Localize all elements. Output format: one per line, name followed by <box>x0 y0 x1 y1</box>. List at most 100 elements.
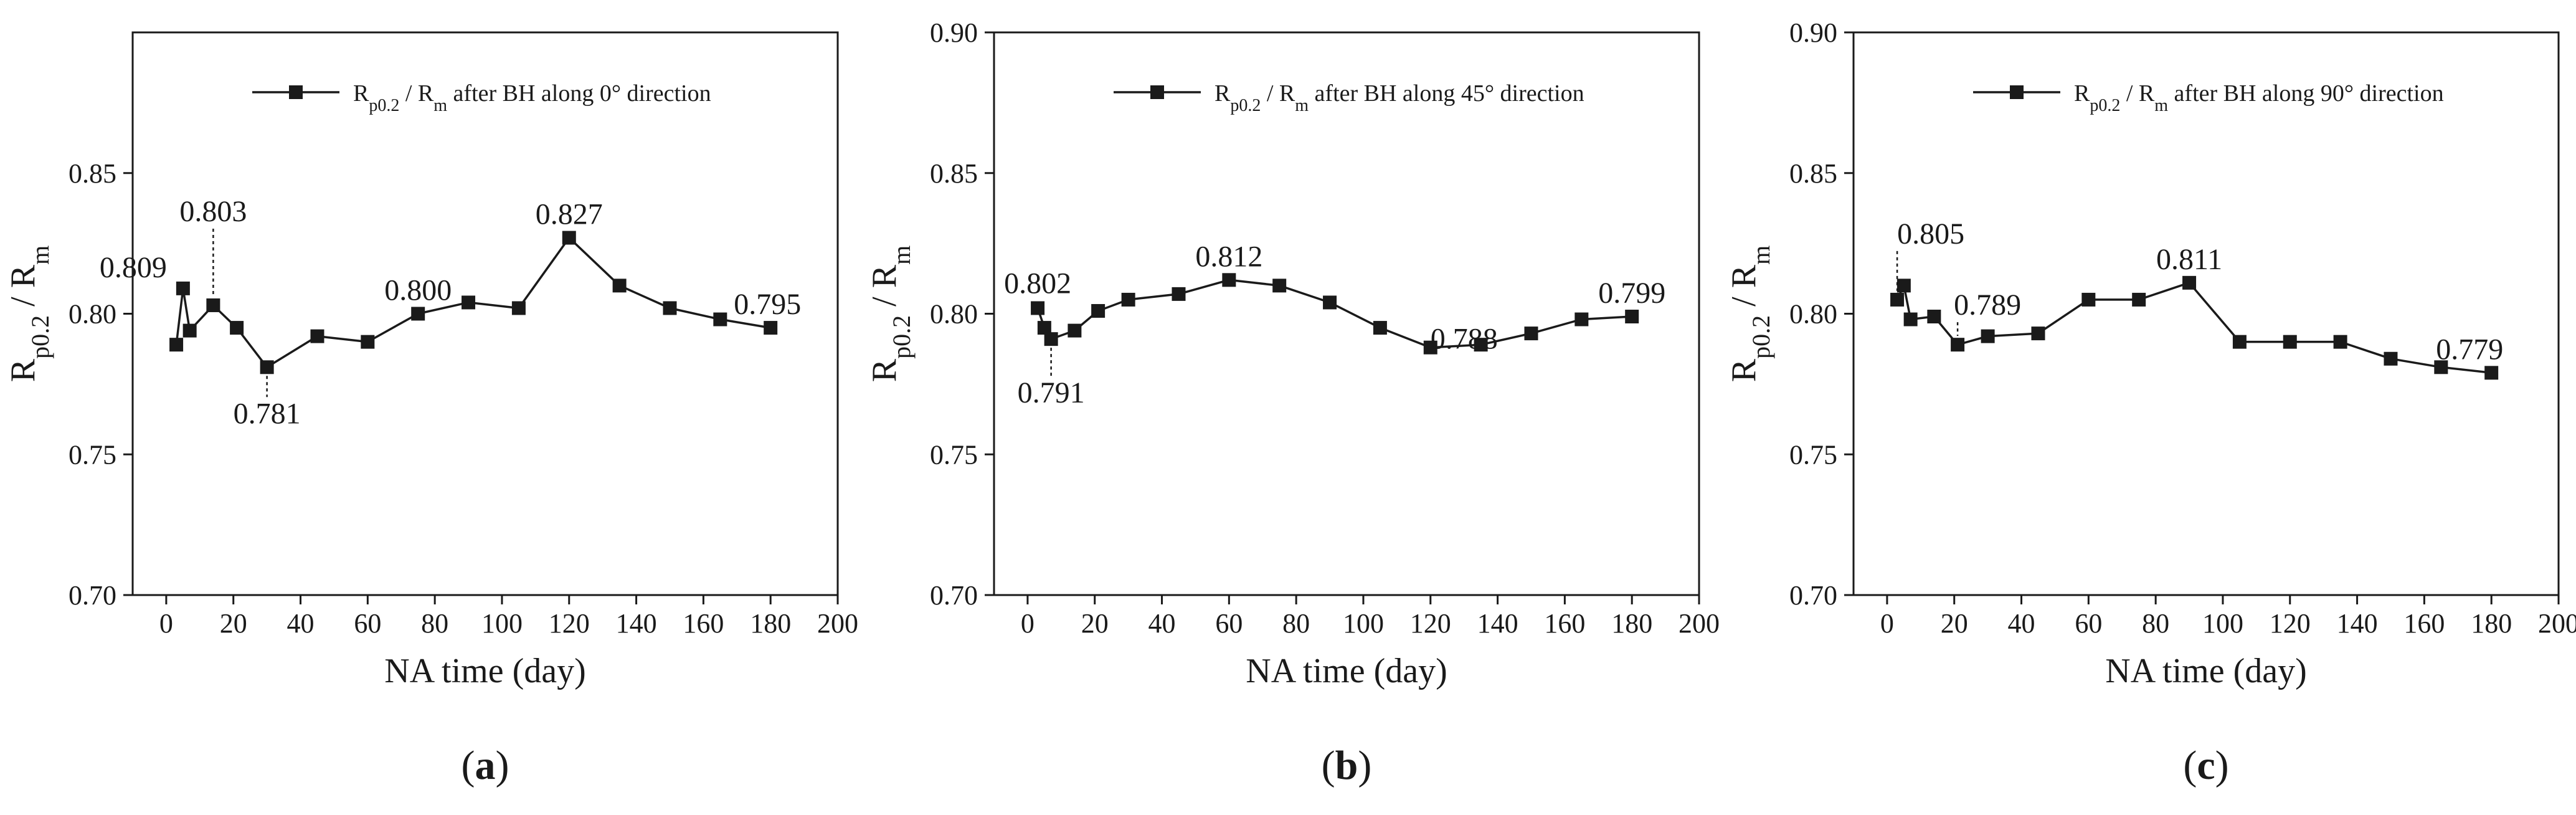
data-point <box>2434 360 2448 374</box>
y-title-sub: p0.2 <box>26 315 54 359</box>
data-point <box>1896 279 1911 293</box>
data-point <box>310 329 324 343</box>
data-point <box>562 231 576 245</box>
data-label: 0.791 <box>1018 376 1085 409</box>
x-tick-label: 20 <box>1941 608 1968 639</box>
y-axis-title: Rp0.2 / Rm <box>865 245 916 382</box>
x-tick-label: 180 <box>750 608 791 639</box>
x-tick-label: 0 <box>159 608 173 639</box>
data-label: 0.781 <box>234 397 301 430</box>
panel-paren-open: ( <box>462 743 475 788</box>
data-point <box>1574 312 1589 326</box>
y-title-slash-r: / R <box>865 264 904 315</box>
x-tick-label: 60 <box>354 608 381 639</box>
data-point <box>206 298 220 312</box>
panel-letter: b <box>1335 743 1358 788</box>
data-point <box>1625 310 1639 324</box>
data-point <box>1951 338 1965 352</box>
legend-sub: m <box>1295 96 1309 115</box>
x-tick-label: 140 <box>616 608 657 639</box>
data-point <box>1423 340 1437 355</box>
data-label: 0.789 <box>1954 288 2021 322</box>
y-title-slash-r: / R <box>1725 264 1763 315</box>
y-axis-title: Rp0.2 / Rm <box>4 245 54 382</box>
x-tick-label: 100 <box>481 608 523 639</box>
x-axis-title: NA time (day) <box>2105 652 2306 690</box>
y-tick-label: 0.75 <box>930 439 978 470</box>
y-tick-label: 0.75 <box>69 439 116 470</box>
x-tick-label: 60 <box>1215 608 1243 639</box>
panel-label: (c) <box>2183 743 2228 788</box>
panel-letter: a <box>475 743 496 788</box>
data-point <box>1524 326 1538 341</box>
y-title-sub: p0.2 <box>888 315 916 359</box>
x-tick-label: 120 <box>2270 608 2311 639</box>
x-tick-label: 80 <box>2142 608 2169 639</box>
data-point <box>1927 310 1941 324</box>
legend-r: R <box>2074 80 2090 107</box>
panel-label: (a) <box>462 743 509 788</box>
data-point <box>1031 301 1045 315</box>
data-point <box>411 307 425 321</box>
y-tick-label: 0.85 <box>69 158 116 189</box>
x-axis-title: NA time (day) <box>1246 652 1447 690</box>
x-tick-label: 20 <box>220 608 247 639</box>
y-title-sub: p0.2 <box>1747 315 1775 359</box>
x-tick-label: 80 <box>421 608 448 639</box>
x-tick-label: 140 <box>2337 608 2378 639</box>
legend-r: R <box>353 80 369 107</box>
y-title-r: R <box>4 358 42 382</box>
y-tick-label: 0.80 <box>930 299 978 330</box>
data-label: 0.800 <box>384 274 452 307</box>
y-tick-label: 0.70 <box>930 580 978 611</box>
y-tick-label: 0.80 <box>1789 299 1837 330</box>
legend-label: Rp0.2 / Rm after BH along 0° direction <box>353 80 711 115</box>
data-point <box>2333 335 2347 349</box>
legend-sub: m <box>433 96 447 115</box>
panel-paren-close: ) <box>496 743 509 788</box>
legend-label: Rp0.2 / Rm after BH along 45° direction <box>1215 80 1584 115</box>
x-tick-label: 0 <box>1021 608 1035 639</box>
panel-paren-open: ( <box>1322 743 1335 788</box>
data-point <box>2081 292 2096 307</box>
data-point <box>2283 335 2297 349</box>
data-point <box>1903 312 1918 326</box>
legend-sub: p0.2 <box>1230 96 1261 115</box>
data-point <box>1890 292 1905 307</box>
legend-slash-r: / R <box>1261 80 1295 107</box>
data-point <box>1272 279 1287 293</box>
x-tick-label: 100 <box>2202 608 2243 639</box>
legend-rest: after BH along 45° direction <box>1309 80 1584 107</box>
data-point <box>1323 295 1337 310</box>
data-point <box>612 279 627 293</box>
data-point <box>713 312 727 326</box>
data-point <box>2132 292 2146 307</box>
x-tick-label: 120 <box>1410 608 1451 639</box>
data-label: 0.811 <box>2156 243 2222 276</box>
y-tick-label: 0.80 <box>69 299 116 330</box>
x-tick-label: 60 <box>2075 608 2102 639</box>
chart-panel-c: 0 20 40 60 80 100 120 140 160 180 200 0.70 0.75 0.80 0… <box>1725 17 2576 788</box>
data-point <box>2031 326 2045 341</box>
data-point <box>169 338 184 352</box>
data-point <box>764 321 778 335</box>
x-tick-label: 200 <box>2538 608 2576 639</box>
y-tick-label: 0.75 <box>1789 439 1837 470</box>
data-point <box>2182 275 2197 290</box>
y-tick-label: 0.70 <box>69 580 116 611</box>
panel-paren-close: ) <box>1358 743 1371 788</box>
x-axis-title: NA time (day) <box>384 652 585 690</box>
data-label: 0.812 <box>1195 240 1262 273</box>
x-tick-label: 20 <box>1081 608 1109 639</box>
panel-paren-close: ) <box>2215 743 2229 788</box>
panel-letter: c <box>2197 743 2215 788</box>
data-point <box>230 321 244 335</box>
data-point <box>1044 332 1058 346</box>
data-point <box>2384 351 2398 366</box>
legend-rest: after BH along 0° direction <box>447 80 711 107</box>
data-point <box>361 335 375 349</box>
legend-marker <box>2010 85 2024 99</box>
y-title-r: R <box>1725 358 1763 382</box>
x-tick-label: 100 <box>1343 608 1384 639</box>
legend-r: R <box>1215 80 1231 107</box>
